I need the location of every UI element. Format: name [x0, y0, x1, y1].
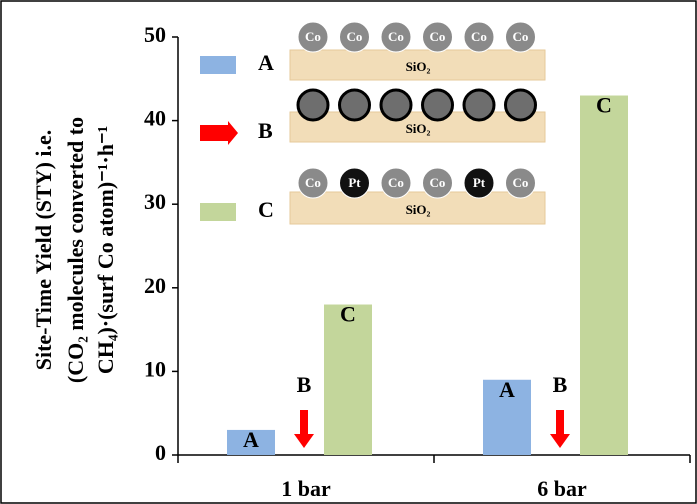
particle — [381, 90, 411, 120]
y-tick-label: 20 — [144, 273, 166, 298]
x-tick-label: 1 bar — [281, 476, 331, 501]
y-label-line: Site-Time Yield (STY) i.e. — [31, 130, 56, 371]
legend-label: B — [258, 118, 273, 143]
legend-label: C — [258, 197, 274, 222]
data-label: A — [243, 427, 259, 452]
particle-label: Co — [305, 29, 321, 44]
legend-swatch — [200, 203, 236, 221]
y-tick-label: 40 — [144, 106, 166, 131]
y-tick-label: 50 — [144, 22, 166, 47]
y-tick-label: 10 — [144, 356, 166, 381]
data-label: A — [499, 377, 515, 402]
legend-swatch — [200, 56, 236, 74]
support-label: SiO₂ — [406, 202, 431, 217]
particle-label: Co — [305, 175, 321, 190]
bar — [324, 305, 372, 455]
data-label: C — [340, 302, 356, 327]
data-label: B — [553, 372, 568, 397]
y-label-line: (CO₂ molecules converted to — [63, 117, 88, 383]
data-label: B — [297, 372, 312, 397]
particle-label: Co — [347, 29, 363, 44]
y-tick-label: 0 — [155, 440, 166, 465]
data-label: C — [596, 93, 612, 118]
particle-label: Co — [513, 29, 529, 44]
legend-label: A — [258, 50, 274, 75]
particle-label: Co — [430, 175, 446, 190]
particle-label: Co — [430, 29, 446, 44]
particle — [506, 90, 536, 120]
particle-label: Co — [471, 29, 487, 44]
particle — [340, 90, 370, 120]
particle — [298, 90, 328, 120]
particle-label: Co — [388, 29, 404, 44]
particle-label: Co — [388, 175, 404, 190]
support-label: SiO₂ — [406, 121, 431, 136]
particle — [423, 90, 453, 120]
bar — [580, 96, 628, 455]
y-label: Site-Time Yield (STY) i.e. (CO₂ molecule… — [31, 117, 118, 383]
particle-label: Pt — [473, 175, 486, 190]
x-tick-label: 6 bar — [537, 476, 587, 501]
support-label: SiO₂ — [406, 59, 431, 74]
chart: Site-Time Yield (STY) i.e. (CO₂ molecule… — [0, 0, 697, 504]
particle-label: Pt — [348, 175, 361, 190]
y-tick-label: 30 — [144, 189, 166, 214]
particle-label: Co — [513, 175, 529, 190]
particle — [464, 90, 494, 120]
y-label-line: CH₄)·(surf Co atom)⁻¹·h⁻¹ — [93, 126, 118, 374]
